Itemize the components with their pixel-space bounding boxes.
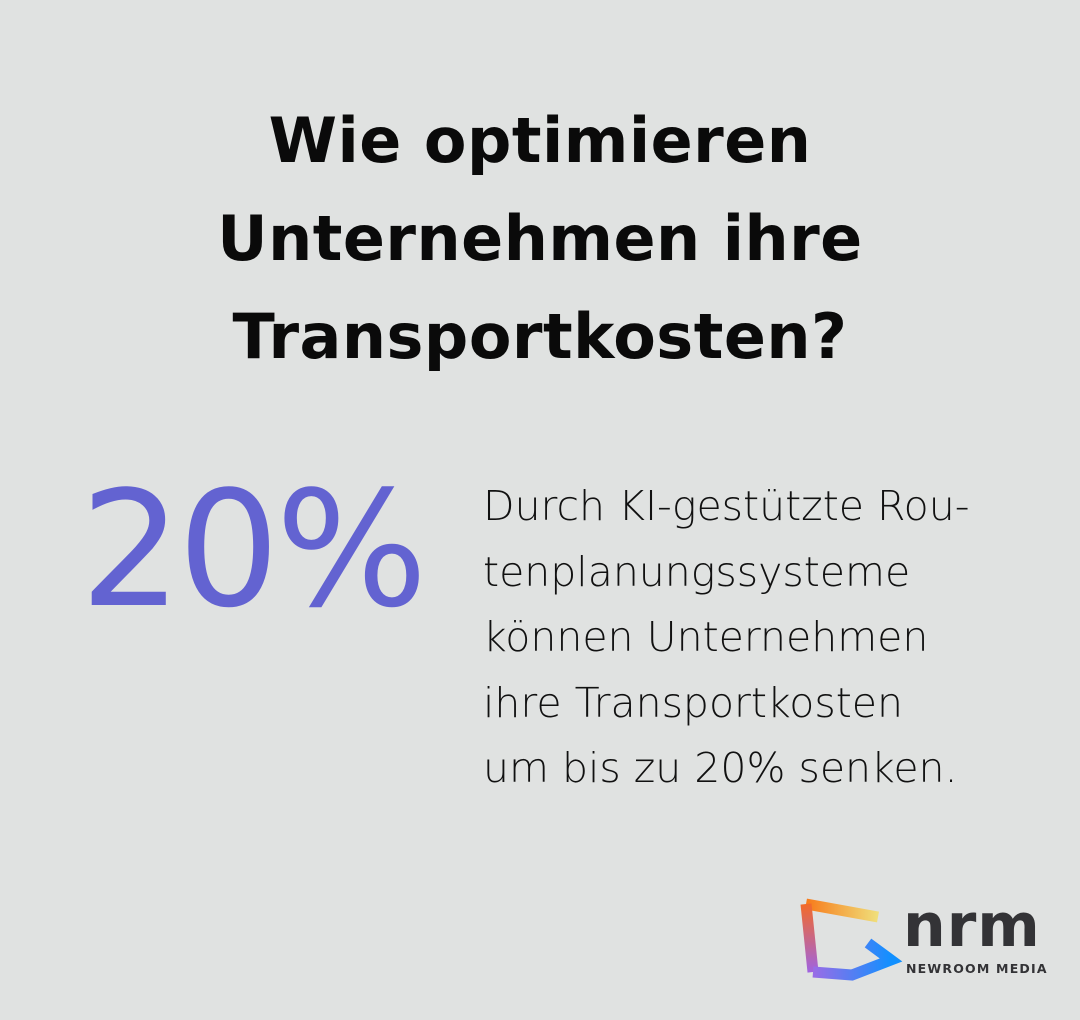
logo-tagline: NEWROOM MEDIA (906, 961, 1048, 976)
title-line: Wie optimieren (268, 104, 812, 177)
logo-wordmark: nrm (903, 891, 1041, 961)
description-line: Durch KI-gestützte Rou- (483, 482, 970, 530)
newroom-media-logo-icon (800, 898, 903, 981)
page-title: Wie optimieren Unternehmen ihre Transpor… (0, 92, 1080, 386)
description-line: um bis zu 20% senken. (483, 744, 958, 792)
title-line: Transportkosten? (232, 300, 848, 373)
title-line: Unternehmen ihre (217, 202, 863, 275)
stat-description: Durch KI-gestützte Rou- tenplanungssyste… (483, 474, 970, 802)
description-line: ihre Transportkosten (483, 678, 903, 727)
description-line: tenplanungssysteme (483, 547, 911, 596)
description-line: können Unternehmen (483, 613, 929, 661)
stat-value: 20% (80, 456, 428, 643)
